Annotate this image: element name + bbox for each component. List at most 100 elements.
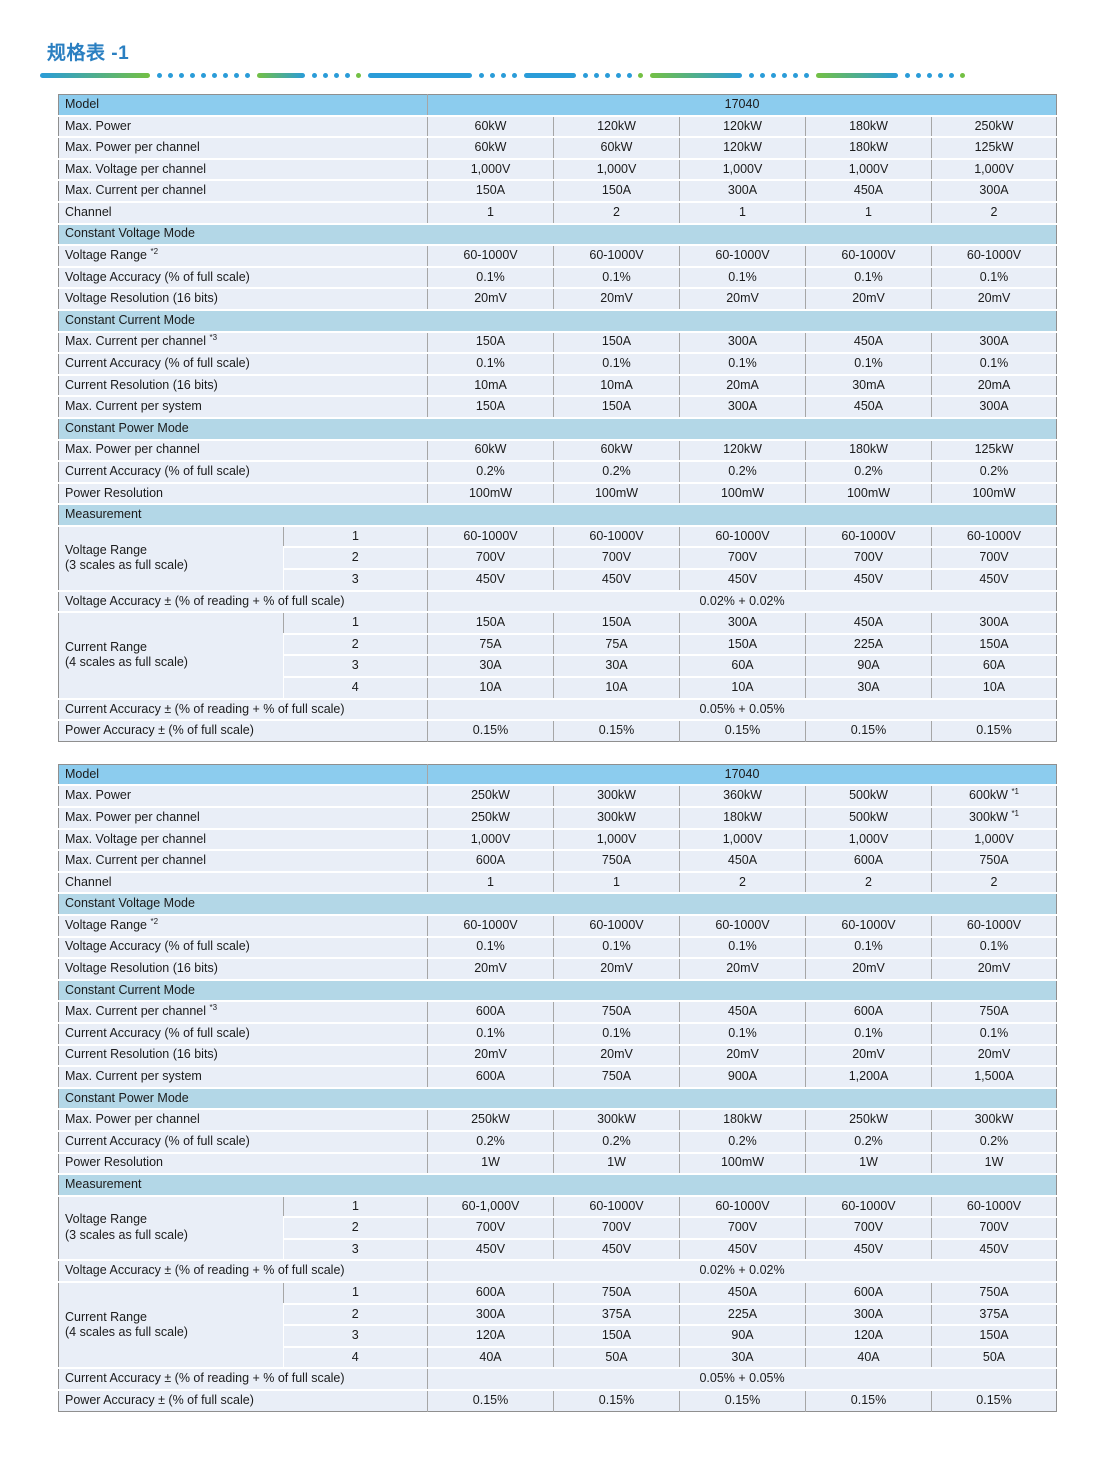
divider-dot-group (157, 72, 250, 78)
divider-dot (804, 72, 809, 78)
spec-value: 180kW (805, 136, 932, 159)
spec-value: 60-1000V (931, 524, 1057, 548)
spec-value: 180kW (679, 1108, 806, 1131)
spec-value: 225A (679, 1302, 806, 1326)
spec-value: 300A (679, 179, 806, 202)
spec-row: Max. Voltage per channel 1,000V 1,000V 1,00… (58, 157, 1057, 181)
section-row: Constant Power Mode (58, 416, 1057, 440)
spec-value: 100mW (931, 481, 1057, 505)
spec-value: 100mW (427, 481, 554, 505)
spec-value: 2 (805, 870, 932, 894)
spec-value: 0.1% (805, 1021, 932, 1045)
spec-value: 60-1000V (427, 913, 554, 937)
footnote-marker: *3 (209, 333, 218, 343)
spec-value: 300kW (553, 806, 680, 829)
spec-value: 150A (931, 632, 1057, 656)
spec-value: 2 (931, 200, 1057, 224)
spec-value: 450V (679, 568, 806, 591)
footnote-marker: *2 (150, 246, 159, 256)
spec-value: 700V (931, 1216, 1057, 1239)
spec-value: 250kW (931, 114, 1057, 138)
spec-value: 0.2% (931, 1129, 1057, 1153)
row-label: Voltage Accuracy (% of full scale) (58, 935, 428, 959)
divider-dot (949, 72, 954, 78)
spec-row: Max. Current per system 150A 150A 300A 450A 3… (58, 395, 1057, 418)
spec-value: 60-1000V (931, 1194, 1057, 1218)
spec-value: 700V (679, 546, 806, 570)
divider-dot (201, 72, 206, 78)
spec-value: 60-1000V (805, 913, 932, 937)
divider-dot (760, 72, 765, 78)
divider-dot (245, 72, 250, 78)
spec-value: 0.2% (805, 460, 932, 483)
scale-index: 4 (283, 676, 428, 699)
spec-value: 0.1% (931, 1021, 1057, 1045)
row-label: Voltage Range *2 (58, 244, 428, 267)
row-label: Current Range (4 scales as full scale) (58, 611, 284, 699)
spec-value: 700V (679, 1216, 806, 1239)
spec-value: 450V (931, 568, 1057, 591)
spec-value: 125kW (931, 136, 1057, 159)
spec-value: 20mV (679, 287, 806, 310)
spec-value: 10A (931, 676, 1057, 699)
scale-index: 3 (283, 1237, 428, 1261)
spec-value: 1 (805, 200, 932, 224)
spec-value: 700V (931, 546, 1057, 570)
section-header: Constant Voltage Mode (58, 892, 1057, 915)
spec-value: 1W (427, 1151, 554, 1175)
spec-value: 300kW (553, 784, 680, 807)
spec-row: Voltage Accuracy (% of full scale) 0.1% 0.… (58, 265, 1057, 289)
spec-value: 20mV (553, 957, 680, 980)
spec-value: 60-1000V (553, 913, 680, 937)
row-label: Max. Current per channel *3 (58, 1000, 428, 1023)
spec-value: 60A (679, 654, 806, 678)
section-row: Constant Current Mode (58, 978, 1057, 1002)
spec-value: 0.2% (679, 460, 806, 483)
spec-value: 300A (679, 330, 806, 354)
spec-value: 700V (427, 1216, 554, 1239)
spec-value: 10A (553, 676, 680, 699)
spec-value: 0.2% (427, 460, 554, 483)
divider-dot (905, 72, 910, 78)
row-label: Power Accuracy ± (% of full scale) (58, 1389, 428, 1412)
spec-value: 0.1% (805, 352, 932, 375)
row-label: Voltage Range *2 (58, 913, 428, 937)
row-label: Max. Current per system (58, 395, 428, 418)
divider-dot (479, 72, 484, 78)
scale-index: 3 (283, 654, 428, 678)
row-label: Max. Power per channel (58, 136, 428, 159)
spec-value: 1,000V (679, 157, 806, 181)
spec-value: 450A (679, 849, 806, 872)
spec-value: 0.1% (427, 265, 554, 289)
spec-value: 90A (805, 654, 932, 678)
divider-dot (490, 72, 495, 78)
spec-value: 150A (427, 611, 554, 634)
scale-index: 1 (282, 611, 428, 634)
row-label: Max. Power per channel (58, 1108, 428, 1131)
spec-value: 300kW (931, 1108, 1057, 1131)
spec-row: Current Range (4 scales as full scale) 1 60… (58, 1281, 1057, 1369)
spec-value: 0.2% (553, 1129, 680, 1153)
spec-value: 100mW (805, 481, 932, 505)
row-label: Max. Current per channel *3 (58, 330, 428, 354)
spec-value: 60-1000V (553, 524, 680, 548)
section-header: Constant Current Mode (58, 978, 1057, 1002)
row-label: Current Accuracy (% of full scale) (58, 352, 428, 375)
divider-dot (960, 72, 965, 78)
spec-value: 0.15% (931, 719, 1057, 742)
spec-value: 0.2% (679, 1129, 806, 1153)
spec-value: 450A (805, 611, 932, 634)
spec-value: 60-1000V (805, 244, 932, 267)
spec-value: 150A (931, 1324, 1057, 1347)
spec-value: 450V (805, 568, 932, 591)
spec-value: 1 (679, 200, 806, 224)
spec-value: 300A (931, 330, 1057, 354)
spec-value: 20mV (427, 1043, 554, 1067)
spec-value: 375A (931, 1302, 1057, 1326)
spec-value: 150A (553, 1324, 680, 1347)
spec-row: Max. Current per channel 150A 150A 300A 450A… (58, 179, 1057, 202)
spec-value: 1W (805, 1151, 932, 1175)
spec-value: 700V (427, 546, 554, 570)
row-label: Voltage Resolution (16 bits) (58, 957, 428, 980)
